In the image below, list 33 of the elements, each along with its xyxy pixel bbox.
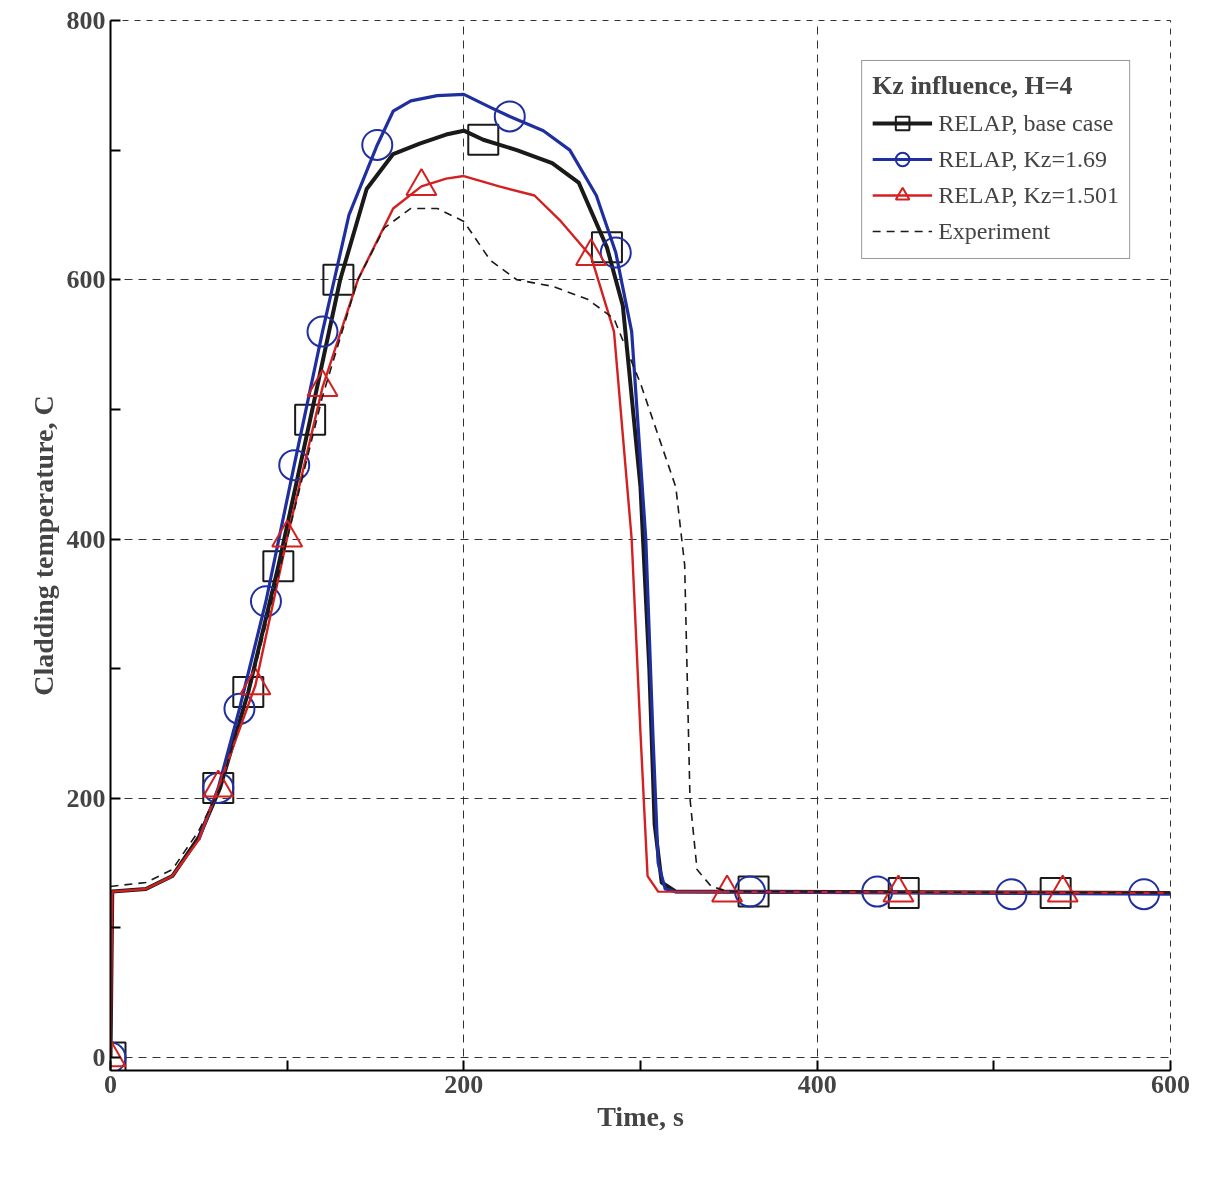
point	[995, 878, 1028, 911]
legend-label: RELAP, base case	[938, 109, 1114, 137]
point	[223, 692, 256, 725]
point	[493, 100, 526, 133]
y-tick-label: 0	[92, 1043, 106, 1073]
point	[306, 315, 339, 348]
point	[590, 231, 623, 264]
legend-label: RELAP, Kz=1.69	[938, 145, 1107, 173]
point	[1128, 878, 1160, 911]
y-tick-label: 800	[66, 6, 106, 35]
legend-label: RELAP, Kz=1.501	[938, 181, 1119, 209]
point	[887, 876, 920, 909]
y-axis-title: Cladding temperature, C	[27, 395, 59, 696]
point	[278, 449, 311, 482]
point	[467, 123, 500, 156]
legend-title: Kz influence, H=4	[872, 71, 1074, 101]
x-tick-label: 400	[797, 1069, 837, 1099]
x-tick-label: 200	[444, 1069, 484, 1099]
point	[322, 263, 355, 296]
y-tick-label: 200	[66, 783, 106, 813]
legend-label: Experiment	[938, 217, 1051, 245]
point	[249, 585, 282, 618]
point	[262, 550, 295, 583]
y-tick-label: 600	[66, 265, 106, 295]
point	[232, 675, 265, 708]
x-axis-title: Time, s	[597, 1100, 684, 1132]
point	[294, 403, 327, 436]
x-tick-label: 600	[1151, 1069, 1190, 1099]
point	[861, 875, 894, 908]
point	[599, 236, 632, 269]
point	[361, 128, 394, 161]
point	[1039, 876, 1072, 909]
y-tick-label: 400	[66, 524, 106, 554]
